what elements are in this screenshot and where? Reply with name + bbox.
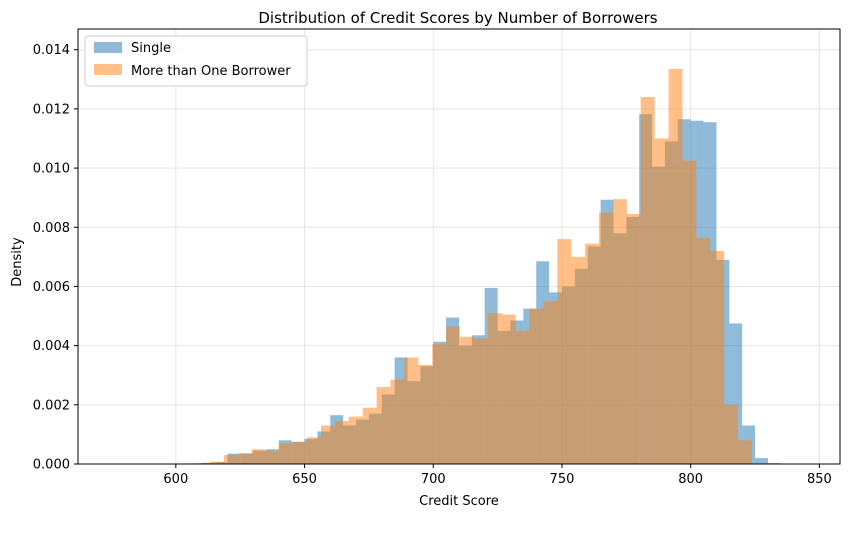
histogram-bar: [223, 455, 238, 464]
legend-label-multi: More than One Borrower: [131, 64, 291, 79]
x-tick-label: 850: [807, 472, 832, 487]
x-tick-label: 750: [550, 472, 575, 487]
histogram-bar: [668, 68, 683, 465]
histogram-bar: [599, 212, 613, 464]
histogram-bar: [404, 357, 419, 464]
histogram-bar: [362, 407, 377, 464]
histogram-bar: [487, 313, 502, 464]
x-axis-ticks: 600 650 700 750 800 850: [163, 464, 832, 487]
histogram-bar: [501, 314, 516, 464]
histogram-bar: [682, 160, 697, 465]
histogram-bar: [585, 243, 600, 464]
histogram-bar: [307, 437, 322, 464]
legend-frame: [84, 35, 308, 87]
y-tick-label: 0.000: [33, 458, 70, 473]
histogram-bar: [543, 301, 558, 464]
legend-swatch-single: [94, 42, 122, 53]
x-tick-label: 650: [292, 472, 317, 487]
legend-swatch-multi: [94, 64, 122, 75]
y-axis-ticks: 0.000 0.002 0.004 0.006 0.008 0.010 0.012 0.014: [33, 43, 78, 473]
y-tick-label: 0.002: [33, 398, 70, 413]
histogram-bar: [571, 256, 586, 464]
histogram-bar: [460, 336, 474, 464]
histogram-bar: [755, 458, 768, 464]
y-tick-label: 0.012: [33, 102, 70, 117]
histogram-bar: [279, 443, 294, 464]
x-axis-label: Credit Score: [419, 494, 499, 509]
histogram-bar: [293, 441, 308, 464]
y-tick-label: 0.004: [33, 339, 70, 354]
histogram-bar: [390, 379, 405, 464]
histogram-bar: [432, 344, 447, 464]
x-tick-label: 700: [421, 472, 446, 487]
histogram-bar: [473, 338, 488, 464]
legend: Single More than One Borrower: [84, 35, 308, 87]
histogram-bar: [376, 387, 391, 464]
histogram-bar: [696, 237, 711, 464]
chart-title: Distribution of Credit Scores by Number …: [258, 9, 657, 27]
histogram-bar: [334, 421, 349, 464]
histogram-bar: [251, 449, 266, 464]
y-tick-label: 0.010: [33, 162, 70, 177]
histogram-bar: [640, 97, 655, 465]
histogram-bar: [710, 250, 725, 464]
x-tick-label: 600: [163, 472, 188, 487]
y-tick-label: 0.008: [33, 221, 70, 236]
histogram-bar: [724, 404, 739, 464]
histogram-bar: [321, 425, 335, 464]
histogram-bar: [446, 326, 461, 464]
histogram-bar: [529, 308, 544, 464]
histogram-bar: [418, 364, 433, 464]
histogram-bar: [209, 461, 224, 464]
series-multi-borrower-bars: [182, 68, 752, 465]
y-tick-label: 0.014: [33, 43, 70, 58]
plot-area: 600 650 700 750 800 850 0.0000.0020.0040.0060…: [33, 28, 841, 487]
histogram-bar: [738, 440, 752, 464]
histogram-bar: [515, 330, 530, 464]
histogram-bar: [265, 450, 280, 464]
histogram-bar: [348, 416, 363, 464]
x-tick-label: 800: [678, 472, 703, 487]
histogram-bar: [237, 453, 252, 464]
y-tick-label: 0.006: [33, 280, 70, 295]
plot-frame: [77, 28, 841, 465]
histogram-bar: [612, 199, 627, 464]
histogram-bar: [626, 213, 641, 464]
histogram-bar: [654, 138, 669, 464]
y-axis-label: Density: [10, 237, 25, 287]
histogram-bar: [557, 239, 572, 464]
legend-label-single: Single: [131, 41, 171, 56]
